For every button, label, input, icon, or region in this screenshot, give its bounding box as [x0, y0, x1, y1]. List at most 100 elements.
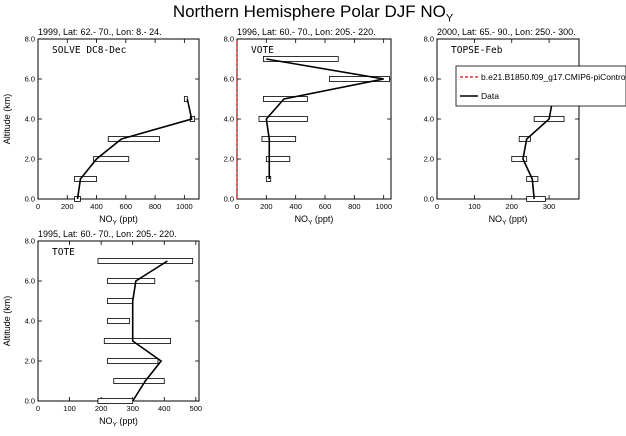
data-range-box — [103, 338, 171, 344]
x-axis-title: NOY (ppt) — [99, 214, 138, 227]
x-axis-title-unit: (ppt) — [312, 214, 333, 224]
y-tick-label: 2.0 — [224, 155, 234, 164]
x-tick-label: 0 — [435, 202, 439, 211]
x-axis-title-main: NO — [295, 214, 309, 224]
x-axis-title-subscript: Y — [113, 220, 118, 227]
panel-2: 1996, Lat: 60.- 70., Lon: 205.- 220. 0.0 2… — [224, 27, 392, 227]
y-tick-label: 0.0 — [25, 397, 35, 406]
x-tick-label: 200 — [61, 202, 74, 211]
data-range-box — [107, 298, 134, 304]
x-tick-label: 200 — [505, 202, 518, 211]
data-series-line — [76, 98, 193, 200]
data-range-box — [97, 398, 134, 404]
panel-title: 1999, Lat: 62.- 70., Lon: 8.- 24. — [38, 27, 162, 37]
y-tick-label: 2.0 — [25, 155, 35, 164]
y-axis-title: Altitude (km) — [2, 296, 12, 347]
y-tick-label: 0.0 — [424, 195, 434, 204]
x-axis-title-main: NO — [489, 214, 503, 224]
x-axis-title: NOY (ppt) — [295, 214, 334, 227]
legend-data-label: Data — [481, 91, 499, 101]
panel-1: 1999, Lat: 62.- 70., Lon: 8.- 24. 0.0 2.0 4… — [2, 27, 200, 227]
data-range-box — [97, 258, 194, 264]
x-tick-label: 1000 — [176, 202, 193, 211]
y-tick-label: 6.0 — [25, 75, 35, 84]
x-tick-label: 600 — [319, 202, 332, 211]
data-series-line — [265, 58, 384, 179]
x-tick-label: 600 — [120, 202, 133, 211]
data-range-box — [107, 278, 156, 284]
y-tick-label: 8.0 — [224, 35, 234, 44]
campaign-label: SOLVE DC8-Dec — [52, 45, 126, 56]
x-tick-label: 100 — [63, 404, 76, 413]
x-tick-label: 0 — [36, 404, 40, 413]
data-range-box — [262, 56, 339, 62]
y-tick-label: 2.0 — [25, 357, 35, 366]
x-axis-title: NOY (ppt) — [489, 214, 528, 227]
y-tick-label: 6.0 — [224, 75, 234, 84]
campaign-label: TOPSE-Feb — [451, 45, 503, 56]
x-axis-title: NOY (ppt) — [99, 416, 138, 429]
data-range-box — [113, 378, 165, 384]
y-tick-label: 4.0 — [25, 317, 35, 326]
y-tick-label: 4.0 — [424, 115, 434, 124]
panel-title: 2000, Lat: 65.- 90., Lon: 250.- 300. — [437, 27, 576, 37]
panel-title: 1995, Lat: 60.- 70., Lon: 205.- 220. — [38, 229, 177, 239]
y-tick-label: 6.0 — [424, 75, 434, 84]
x-tick-label: 100 — [468, 202, 481, 211]
x-axis-title-unit: (ppt) — [506, 214, 527, 224]
y-axis-title: Altitude (km) — [2, 94, 12, 145]
y-tick-label: 4.0 — [224, 115, 234, 124]
x-tick-label: 0 — [235, 202, 239, 211]
data-series-line — [131, 260, 168, 402]
plot-frame — [37, 38, 200, 200]
data-range-box — [74, 176, 97, 182]
x-tick-label: 800 — [149, 202, 162, 211]
data-range-box — [107, 318, 130, 324]
data-range-box — [265, 156, 291, 162]
x-tick-label: 800 — [348, 202, 361, 211]
data-range-box — [258, 116, 308, 122]
legend: b.e21.B1850.f09_g17.CMIP6-piControl.001 D… — [455, 65, 626, 107]
legend-box — [455, 65, 626, 107]
data-range-box — [328, 76, 390, 82]
campaign-label: TOTE — [52, 247, 75, 258]
main-title-text: Northern Hemisphere Polar DJF NO — [172, 2, 446, 21]
x-tick-label: 400 — [289, 202, 302, 211]
x-axis-title-subscript: Y — [308, 220, 313, 227]
y-tick-label: 8.0 — [424, 35, 434, 44]
campaign-label: VOTE — [251, 45, 274, 56]
x-tick-label: 300 — [543, 202, 556, 211]
x-tick-label: 400 — [158, 404, 171, 413]
data-range-box — [183, 96, 188, 102]
data-range-box — [107, 358, 159, 364]
x-axis-title-main: NO — [99, 416, 113, 426]
x-tick-label: 200 — [95, 404, 108, 413]
y-tick-label: 2.0 — [424, 155, 434, 164]
y-tick-label: 0.0 — [25, 195, 35, 204]
panel-title: 1996, Lat: 60.- 70., Lon: 205.- 220. — [237, 27, 376, 37]
data-range-box — [93, 156, 130, 162]
x-axis-title-main: NO — [99, 214, 113, 224]
y-tick-label: 4.0 — [25, 115, 35, 124]
data-range-box — [107, 136, 160, 142]
panel-3: 2000, Lat: 65.- 90., Lon: 250.- 300. 0.0 2… — [424, 27, 580, 227]
x-tick-label: 300 — [126, 404, 139, 413]
y-tick-label: 8.0 — [25, 35, 35, 44]
x-axis-title-unit: (ppt) — [117, 214, 138, 224]
x-tick-label: 500 — [190, 404, 203, 413]
x-tick-label: 1000 — [375, 202, 392, 211]
x-tick-label: 0 — [36, 202, 40, 211]
main-title: Northern Hemisphere Polar DJF NOY — [0, 2, 626, 24]
data-range-box — [526, 196, 546, 202]
x-tick-label: 200 — [260, 202, 273, 211]
x-axis-title-subscript: Y — [502, 220, 507, 227]
data-range-box — [261, 136, 297, 142]
data-range-box — [511, 156, 528, 162]
x-tick-label: 400 — [90, 202, 103, 211]
x-axis-title-subscript: Y — [113, 422, 118, 429]
y-tick-label: 0.0 — [224, 195, 234, 204]
legend-model-label: b.e21.B1850.f09_g17.CMIP6-piControl.001 — [481, 72, 626, 82]
x-axis-title-unit: (ppt) — [117, 416, 138, 426]
y-tick-label: 6.0 — [25, 277, 35, 286]
